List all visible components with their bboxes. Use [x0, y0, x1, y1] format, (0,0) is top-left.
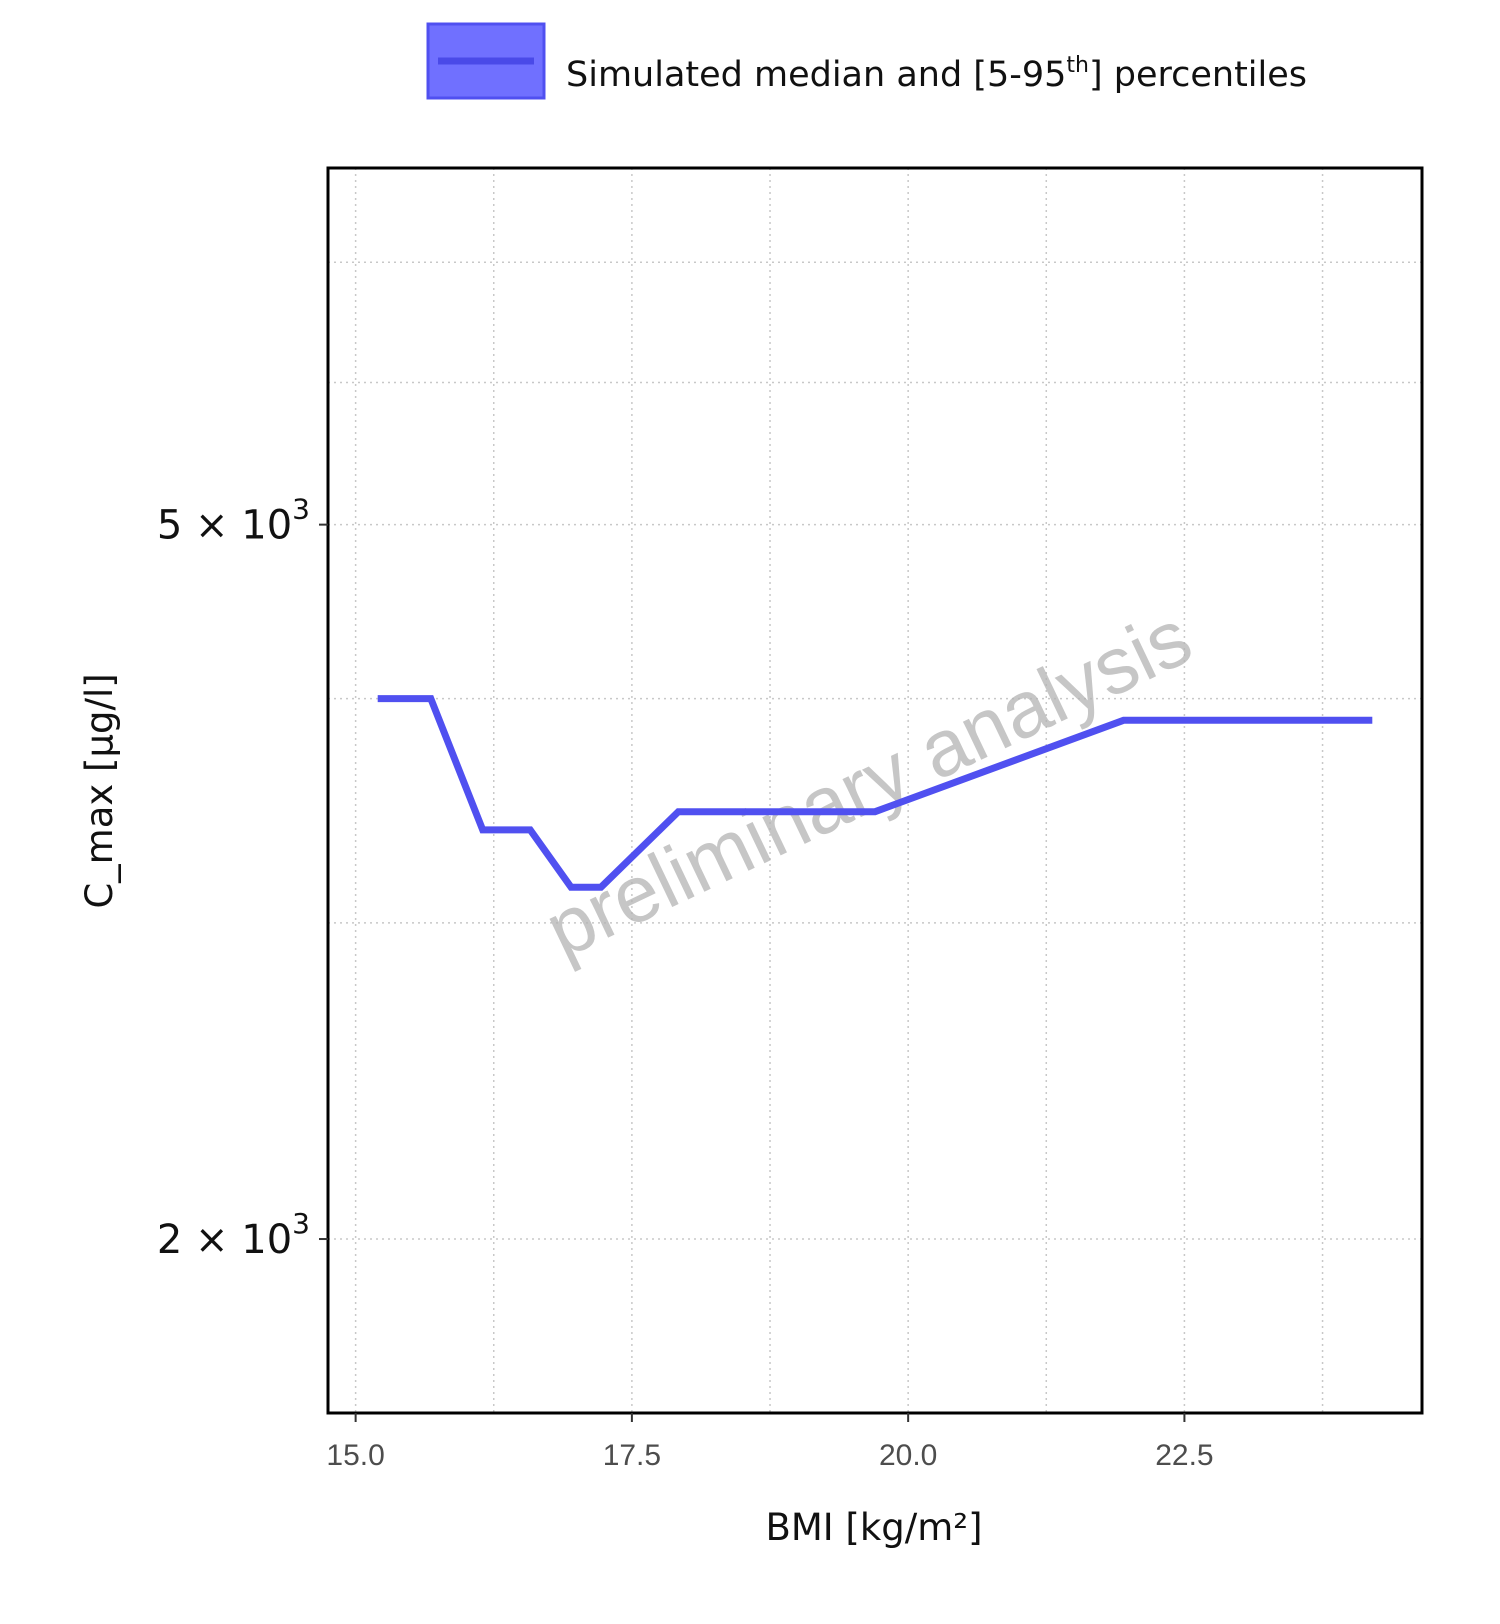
grid-layer [328, 168, 1422, 1413]
y-tick-label: 5 × 103 [157, 493, 310, 549]
legend-label-sup: th [1066, 53, 1089, 78]
x-axis-title: BMI [kg/m²] [765, 1506, 982, 1549]
x-tick-label: 15.0 [326, 1439, 384, 1472]
watermark-layer: preliminary analysis [532, 592, 1204, 975]
watermark-text: preliminary analysis [532, 592, 1204, 975]
y-axis-title: C_max [µg/l] [78, 673, 121, 908]
x-axis: 15.0 17.5 20.0 22.5 [326, 1413, 1214, 1472]
panel-border [326, 166, 1424, 1415]
plot-panel: preliminary analysis 15.0 17.5 20.0 22.5 2 … [157, 166, 1424, 1472]
x-tick-label: 20.0 [879, 1439, 937, 1472]
legend-label: Simulated median and [5-95th] percentile… [566, 53, 1307, 95]
legend: Simulated median and [5-95th] percentile… [426, 22, 1307, 100]
y-tick-label: 2 × 103 [157, 1207, 310, 1263]
series-layer [377, 695, 1373, 891]
median-line [377, 695, 1373, 891]
x-tick-label: 17.5 [603, 1439, 661, 1472]
y-axis: 2 × 103 5 × 103 [157, 493, 328, 1263]
x-tick-label: 22.5 [1155, 1439, 1213, 1472]
legend-label-end: ] percentiles [1089, 55, 1307, 95]
